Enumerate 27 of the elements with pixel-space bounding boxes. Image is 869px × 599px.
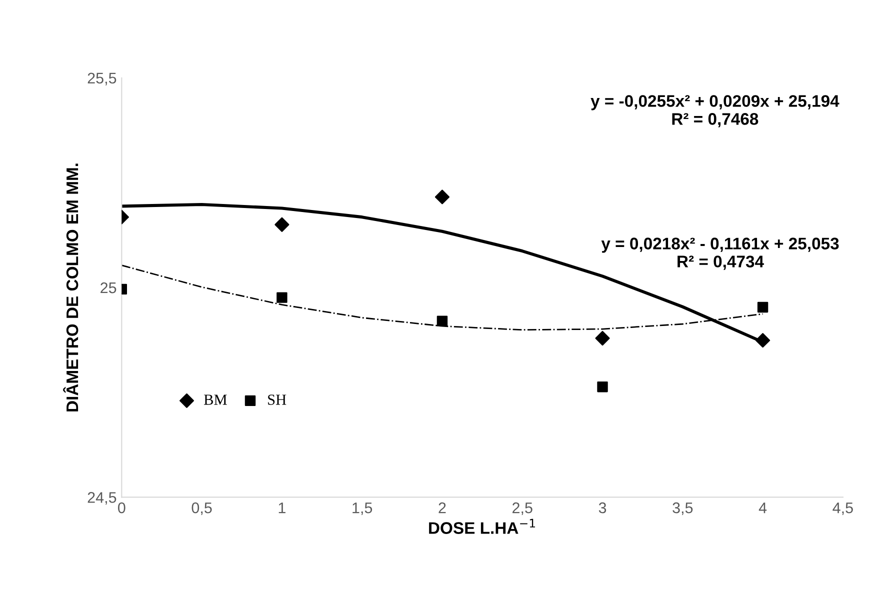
point [597, 382, 608, 392]
point [274, 217, 290, 232]
x-tick-label: 0 [118, 502, 126, 514]
point [276, 292, 288, 303]
y-axis-title: DIÂMETRO DE COLMO EM MM. [63, 164, 78, 412]
x-tick-label: 4,5 [832, 502, 853, 516]
legend-label: BM [204, 394, 227, 405]
x-tick-label: 1 [278, 502, 286, 514]
point [434, 190, 450, 204]
point [757, 302, 768, 313]
point [595, 330, 610, 346]
legend-label: SH [268, 394, 286, 405]
x-tick-label: 1,5 [352, 502, 372, 516]
y-tick-label: 24,5 [88, 492, 116, 505]
annotation: y = 0,0218x² - 0,1161x + 25,053 R² = 0,4734 [601, 238, 839, 270]
x-tick-label: 3 [598, 502, 606, 514]
x-tick-label: 4 [758, 502, 767, 514]
x-tick-label: 3,5 [672, 502, 693, 516]
y-tick-label: 25 [100, 282, 116, 294]
x-tick-label: 0,5 [192, 502, 212, 516]
x-tick-label: 2 [438, 502, 446, 514]
annotation: y = -0,0255x² + 0,0209x + 25,194 R² = 0,7468 [590, 95, 840, 128]
point [756, 333, 770, 348]
point [436, 316, 448, 326]
y-tick-label: 25,5 [88, 72, 116, 86]
x-axis-title: DOSE L.HA$^{−1}$ [429, 518, 535, 534]
x-tick-label: 2,5 [512, 502, 532, 516]
